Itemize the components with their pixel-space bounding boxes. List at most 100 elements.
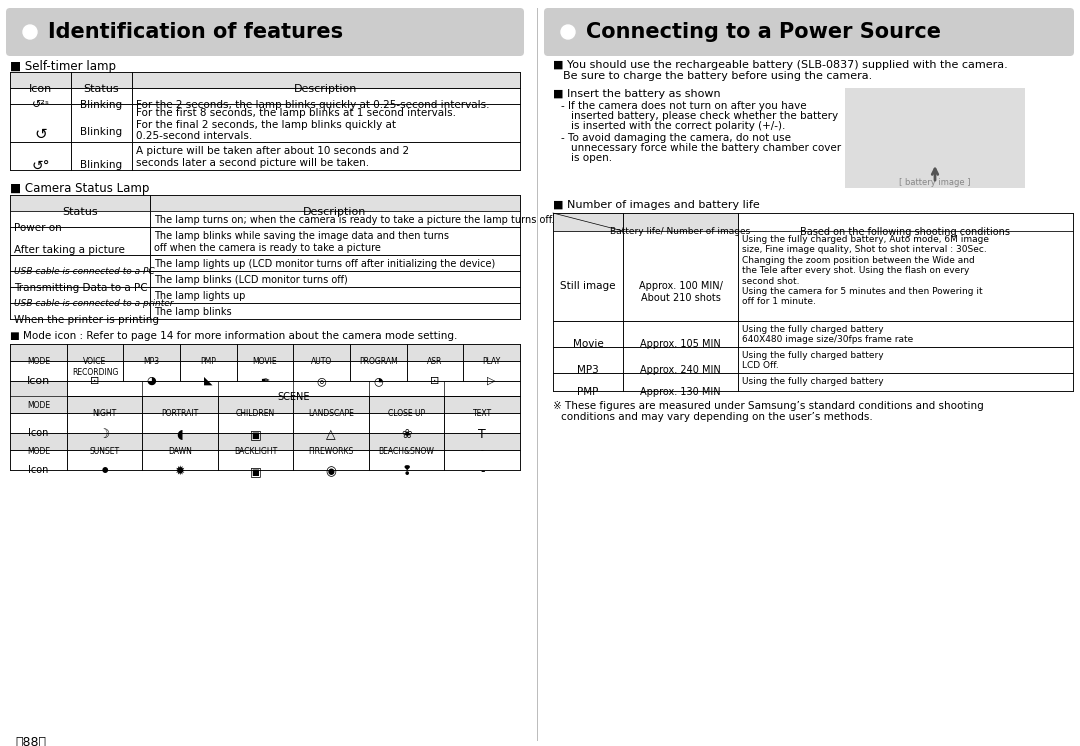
Circle shape	[561, 25, 575, 39]
Text: Approx. 130 MIN: Approx. 130 MIN	[640, 387, 720, 397]
Bar	[10, 88, 71, 104]
Text: T: T	[478, 428, 486, 441]
Text: is inserted with the correct polarity (+/-).: is inserted with the correct polarity (+…	[571, 121, 785, 131]
Text: ◔: ◔	[374, 376, 383, 386]
Text: After taking a picture: After taking a picture	[14, 245, 125, 255]
Bar	[143, 433, 218, 450]
Bar	[143, 396, 218, 413]
Bar	[350, 344, 407, 361]
Text: DAWN: DAWN	[168, 447, 192, 456]
Text: ■ Self-timer lamp: ■ Self-timer lamp	[10, 60, 116, 73]
Bar	[67, 381, 519, 396]
Bar	[132, 88, 519, 104]
Bar	[180, 344, 237, 361]
Bar	[67, 396, 143, 413]
Text: ■ Mode icon : Refer to page 14 for more information about the camera mode settin: ■ Mode icon : Refer to page 14 for more …	[10, 331, 457, 341]
Bar	[553, 213, 623, 231]
Bar	[10, 450, 67, 470]
Text: Status: Status	[63, 207, 98, 217]
Bar	[369, 433, 445, 450]
Bar	[10, 142, 71, 170]
Text: ■ Number of images and battery life: ■ Number of images and battery life	[553, 200, 759, 210]
Bar	[369, 450, 445, 470]
Bar	[150, 271, 519, 287]
Bar	[10, 195, 150, 211]
Bar	[71, 142, 132, 170]
Text: ↺°: ↺°	[31, 160, 50, 174]
Circle shape	[23, 25, 37, 39]
Text: When the printer is printing: When the printer is printing	[14, 315, 159, 325]
Text: inserted battery, please check whether the battery: inserted battery, please check whether t…	[571, 111, 838, 121]
Text: ⊡: ⊡	[430, 376, 440, 386]
Text: Approx. 240 MIN: Approx. 240 MIN	[640, 365, 720, 375]
Bar	[445, 433, 519, 450]
Text: ◖: ◖	[177, 428, 184, 441]
Bar	[294, 396, 369, 413]
Text: MODE: MODE	[27, 447, 50, 456]
Text: MOVIE: MOVIE	[253, 357, 278, 366]
Text: Based on the following shooting conditions: Based on the following shooting conditio…	[800, 227, 1011, 237]
Text: Identification of features: Identification of features	[48, 22, 343, 42]
Text: Still image: Still image	[561, 281, 616, 291]
Text: 〈88〉: 〈88〉	[15, 736, 46, 746]
Text: Icon: Icon	[28, 465, 49, 475]
Text: NIGHT: NIGHT	[92, 410, 117, 419]
Bar	[10, 211, 150, 227]
Text: Power on: Power on	[14, 223, 62, 233]
Bar	[445, 413, 519, 433]
Bar	[623, 347, 738, 373]
Text: ASR: ASR	[428, 357, 443, 366]
Text: USB cable is connected to a PC: USB cable is connected to a PC	[14, 267, 154, 276]
Bar	[150, 227, 519, 255]
Bar	[180, 361, 237, 381]
Bar	[10, 413, 67, 433]
Bar	[10, 271, 150, 287]
Bar	[10, 303, 150, 319]
Bar	[623, 231, 738, 321]
Text: Connecting to a Power Source: Connecting to a Power Source	[586, 22, 941, 42]
Bar	[553, 321, 623, 347]
Text: ☽: ☽	[98, 428, 110, 441]
Bar	[623, 373, 738, 391]
Text: Battery life/ Number of images: Battery life/ Number of images	[610, 227, 751, 236]
Text: MP3: MP3	[144, 357, 160, 366]
Bar	[150, 287, 519, 303]
Bar	[10, 227, 150, 255]
Bar	[67, 361, 123, 381]
Text: BACKLIGHT: BACKLIGHT	[234, 447, 278, 456]
Bar	[553, 347, 623, 373]
Bar	[150, 211, 519, 227]
Text: Status: Status	[83, 84, 119, 94]
Text: Using the fully charged battery, Auto mode, 6M image
size, Fine image quality, S: Using the fully charged battery, Auto mo…	[742, 235, 989, 307]
Bar	[10, 72, 71, 88]
Bar	[845, 88, 1025, 188]
Bar	[71, 104, 132, 142]
Bar	[218, 450, 294, 470]
Bar	[123, 344, 180, 361]
Text: Approx. 100 MIN/
About 210 shots: Approx. 100 MIN/ About 210 shots	[638, 281, 723, 303]
Bar	[67, 450, 143, 470]
Text: ✹: ✹	[175, 465, 186, 478]
Text: -: -	[480, 465, 485, 478]
Text: - If the camera does not turn on after you have: - If the camera does not turn on after y…	[561, 101, 807, 111]
Bar	[463, 344, 519, 361]
Text: △: △	[326, 428, 336, 441]
Text: The lamp blinks: The lamp blinks	[154, 307, 231, 317]
Text: PMP: PMP	[201, 357, 216, 366]
Text: Icon: Icon	[29, 84, 52, 94]
Bar	[738, 373, 1074, 391]
Bar	[237, 361, 294, 381]
Text: The lamp blinks while saving the image data and then turns
off when the camera i: The lamp blinks while saving the image d…	[154, 231, 449, 253]
Bar	[369, 396, 445, 413]
Text: ❢: ❢	[402, 465, 411, 478]
Bar	[132, 142, 519, 170]
Text: PMP: PMP	[578, 387, 598, 397]
Text: ◉: ◉	[326, 465, 337, 478]
Text: The lamp lights up: The lamp lights up	[154, 291, 245, 301]
Text: CLOSE UP: CLOSE UP	[388, 410, 426, 419]
Bar	[294, 344, 350, 361]
Bar	[738, 213, 1074, 231]
Text: Using the fully charged battery: Using the fully charged battery	[742, 377, 883, 386]
Bar	[294, 413, 369, 433]
Text: is open.: is open.	[571, 153, 612, 163]
